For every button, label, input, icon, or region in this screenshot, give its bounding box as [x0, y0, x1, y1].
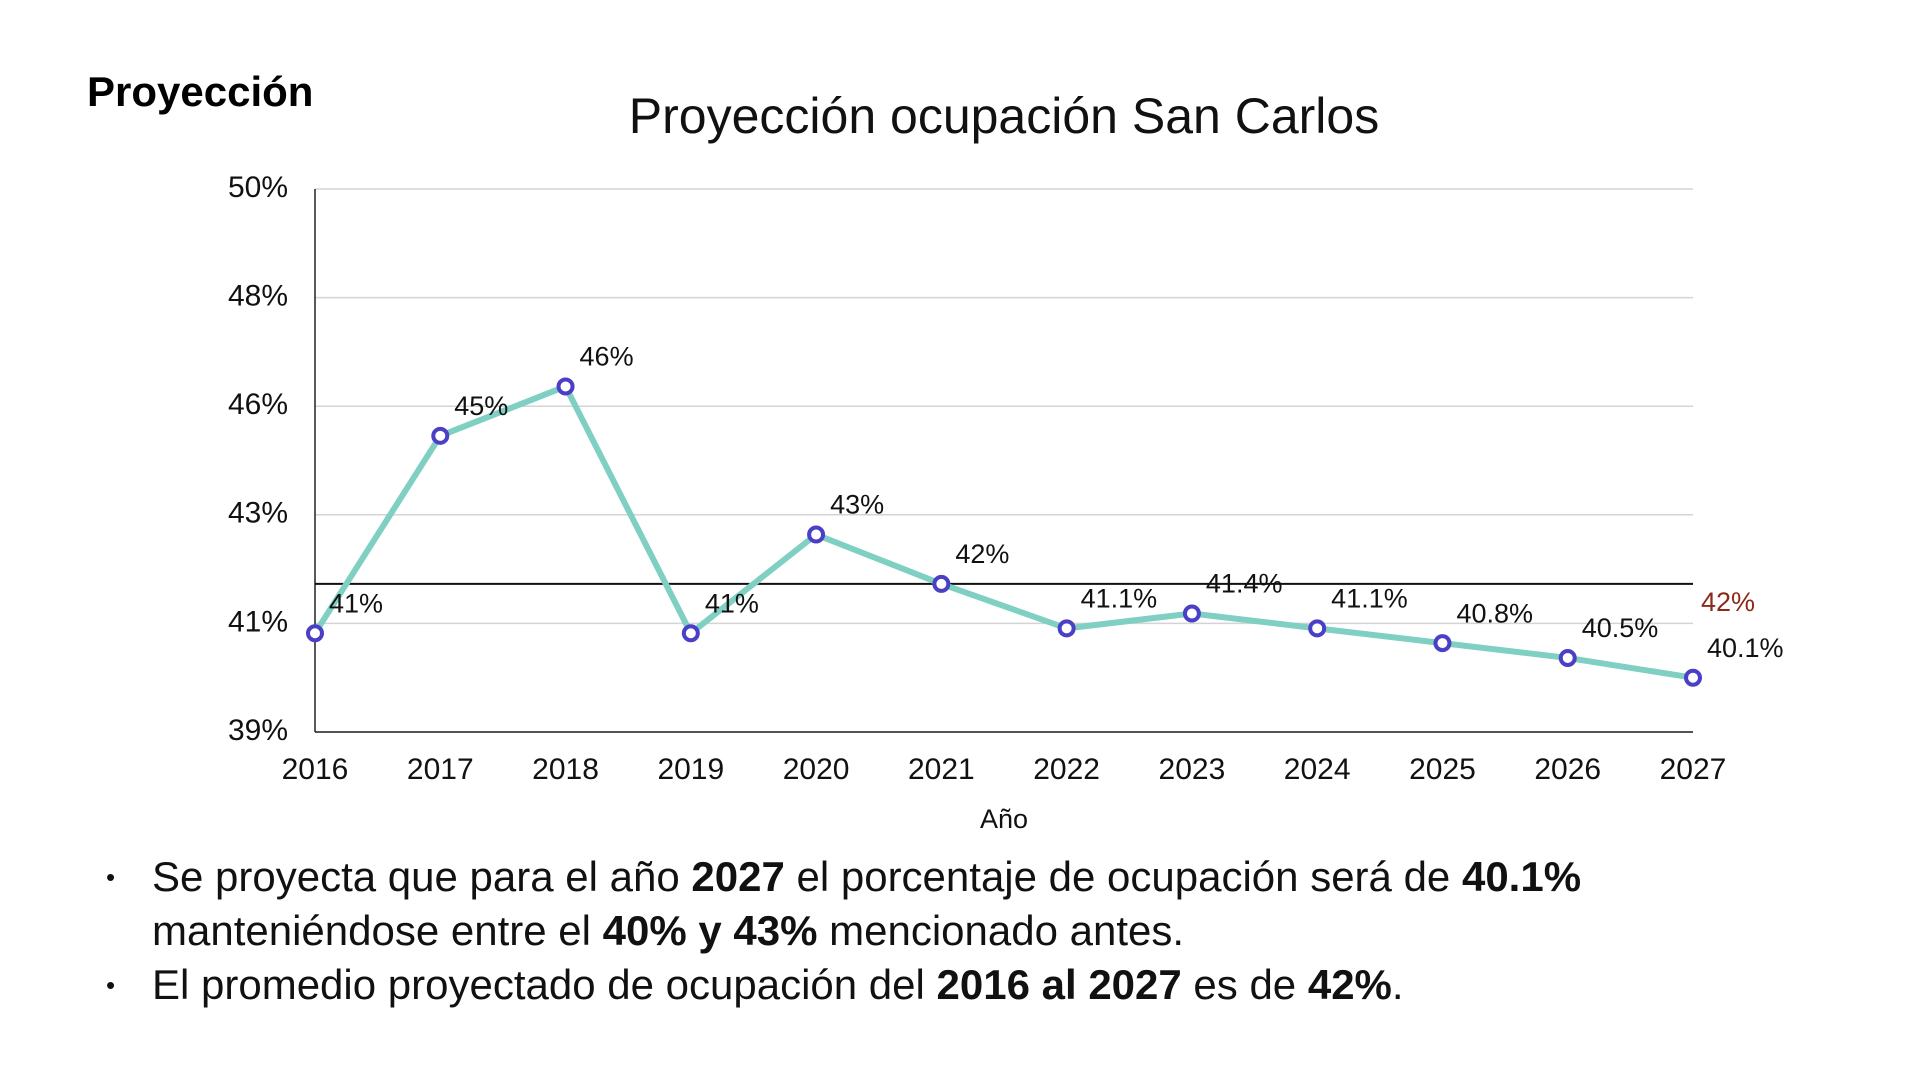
data-label: 43%	[830, 490, 884, 520]
data-label: 40.8%	[1456, 598, 1533, 628]
x-tick-label: 2022	[1033, 753, 1100, 786]
x-tick-label: 2026	[1534, 753, 1601, 786]
bullet-text: 2016 al 2027	[936, 961, 1182, 1008]
y-tick-label: 41%	[228, 605, 288, 638]
x-tick-label: 2020	[783, 753, 850, 786]
data-point	[556, 377, 575, 396]
y-tick-label: 39%	[228, 714, 288, 747]
data-label: 41.1%	[1081, 583, 1158, 613]
x-tick-label: 2021	[908, 753, 975, 786]
bullet-list: Se proyecta que para el año 2027 el porc…	[100, 850, 1820, 1012]
bullet-text: el porcentaje de ocupación será de	[784, 853, 1462, 900]
y-tick-label: 46%	[228, 388, 288, 421]
data-label: 46%	[580, 342, 634, 372]
bullet-text: 42%	[1307, 961, 1392, 1008]
x-tick-label: 2016	[282, 753, 349, 786]
data-point	[1057, 619, 1076, 638]
data-point	[932, 574, 951, 593]
data-label: 40.5%	[1582, 613, 1659, 643]
data-label: 41%	[329, 588, 383, 618]
heading: Proyección	[87, 68, 314, 115]
data-label: 42%	[955, 539, 1009, 569]
bullet: El promedio proyectado de ocupación del …	[100, 958, 1820, 1012]
y-tick-label: 43%	[228, 497, 288, 530]
bullet-text: 40% y 43%	[602, 907, 818, 954]
data-point	[306, 624, 324, 643]
bullet-text: mencionado antes.	[817, 907, 1185, 954]
y-tick-label: 48%	[228, 280, 288, 313]
data-label: 41%	[705, 588, 759, 618]
data-label: 45%	[454, 391, 508, 421]
data-point	[1558, 648, 1577, 667]
data-point	[681, 624, 700, 643]
data-label: 41.1%	[1331, 583, 1408, 613]
x-tick-label: 2023	[1159, 753, 1226, 786]
chart-title: Proyección ocupación San Carlos	[629, 88, 1379, 144]
data-point	[1433, 634, 1452, 653]
x-tick-label: 2019	[657, 753, 724, 786]
x-axis-label: Año	[980, 804, 1028, 834]
data-label: 41.4%	[1206, 569, 1283, 599]
data-point	[1308, 619, 1327, 638]
x-tick-label: 2027	[1660, 753, 1727, 786]
data-point	[1684, 668, 1702, 687]
data-point	[807, 525, 826, 544]
bullet-text: 2027	[691, 853, 785, 900]
data-label: 40.1%	[1707, 633, 1784, 663]
x-tick-label: 2025	[1409, 753, 1476, 786]
chart: Proyección ocupación San Carlos Año 39% 4…	[228, 88, 1784, 834]
y-tick-label: 50%	[228, 171, 288, 204]
bullet-text: manteniéndose entre el	[152, 907, 603, 954]
x-tick-label: 2018	[532, 753, 599, 786]
x-tick-label: 2024	[1284, 753, 1351, 786]
reference-label: 42%	[1701, 587, 1755, 617]
bullet-text: .	[1391, 961, 1404, 1008]
bullet-text: Se proyecta que para el año	[152, 853, 692, 900]
x-tick-label: 2017	[407, 753, 474, 786]
bullet-text: El promedio proyectado de ocupación del	[152, 961, 937, 1008]
data-line	[312, 383, 1694, 681]
data-point	[1182, 604, 1201, 623]
data-point	[431, 426, 450, 445]
bullet-text: 40.1%	[1461, 853, 1582, 900]
bullet: Se proyecta que para el año 2027 el porc…	[100, 850, 1820, 958]
bullet-text: es de	[1181, 961, 1308, 1008]
